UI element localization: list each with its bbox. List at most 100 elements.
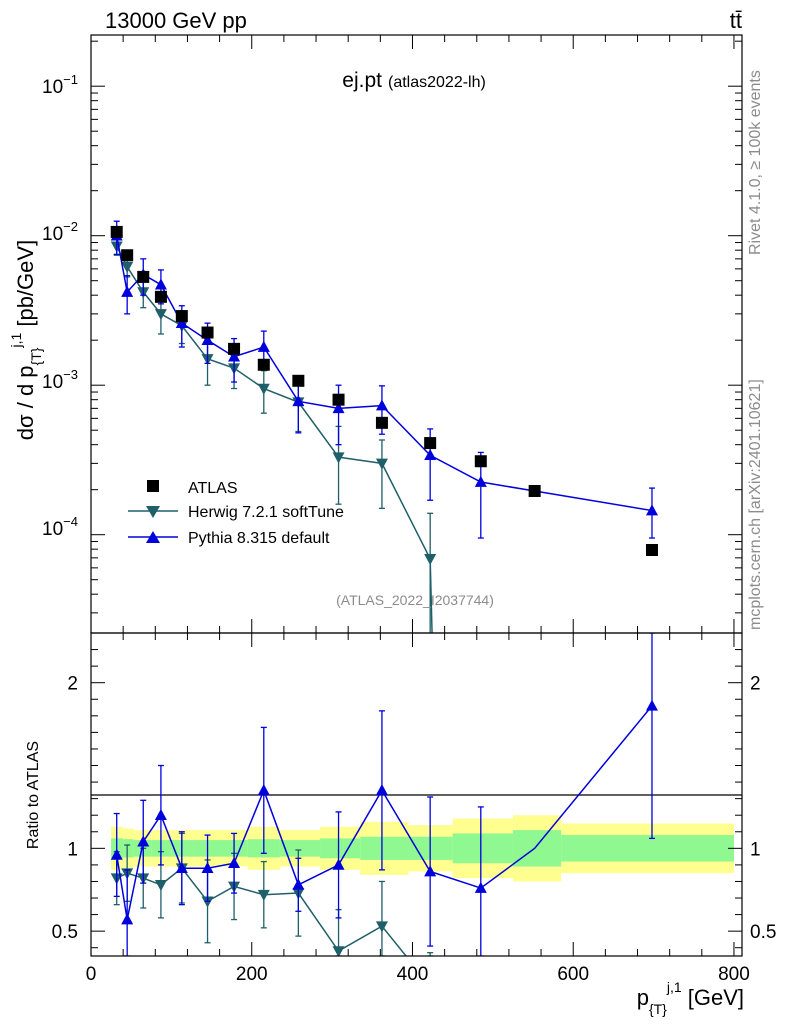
ratio-tick-label-left: 0.5: [52, 922, 78, 943]
data-point: [375, 416, 388, 429]
ratio-point: [154, 879, 167, 892]
analysis-id: (ATLAS_2022_I2037744): [336, 592, 494, 608]
ratio-point: [201, 861, 214, 874]
y-tick-label-1e-1: 10−1: [42, 72, 78, 98]
data-point: [424, 553, 437, 566]
ratio-clipped-group: [110, 633, 658, 956]
data-point: [228, 350, 241, 362]
ratio-point: [375, 921, 388, 933]
legend-label-herwig: Herwig 7.2.1 softTune: [188, 504, 344, 521]
data-point: [228, 342, 241, 355]
data-point: [645, 543, 658, 556]
ratio-point: [121, 913, 134, 925]
data-point: [645, 504, 658, 516]
energy-label: 13000 GeV pp: [105, 8, 247, 33]
x-axis-label: p{T}j,1 [GeV]: [637, 979, 744, 1017]
chart-subtitle: (atlas2022-lh): [388, 74, 486, 91]
data-point: [424, 448, 437, 461]
main-series-layer: [110, 220, 658, 633]
data-point: [154, 290, 167, 303]
x-tick-label: 600: [557, 964, 589, 985]
series-herwig: [110, 237, 437, 633]
legend-marker-pythia: [146, 531, 160, 543]
source-label: mcplots.cern.ch [arXiv:2401.10621]: [747, 379, 764, 630]
svg-text:10−4: 10−4: [42, 514, 78, 540]
legend-label-atlas: ATLAS: [188, 480, 238, 497]
ratio-band-inner: [561, 835, 734, 862]
ratio-band-inner: [123, 839, 134, 858]
ratio-y-axis-label: Ratio to ATLAS: [25, 741, 42, 849]
legend: ATLAS Herwig 7.2.1 softTune Pythia 8.315…: [128, 480, 344, 547]
ratio-tick-label-left: 1: [67, 839, 78, 860]
svg-text:p{T}j,1 [GeV]: p{T}j,1 [GeV]: [637, 979, 744, 1017]
ratio-tick-label-right: 1: [750, 839, 761, 860]
data-point: [424, 437, 437, 450]
x-tick-label: 200: [236, 964, 268, 985]
ratio-point: [257, 889, 270, 902]
data-point: [257, 383, 270, 395]
ratio-point: [645, 699, 658, 711]
x-tick-label: 800: [718, 964, 750, 985]
data-point: [332, 402, 345, 414]
ratio-band-inner: [222, 840, 248, 857]
ratio-point: [228, 856, 241, 869]
data-point: [257, 340, 270, 352]
ratio-tick-labels: 0.5 0.5 1 1 2 2: [52, 674, 777, 943]
data-point: [292, 395, 305, 407]
ratio-point: [137, 835, 150, 847]
legend-marker-herwig: [146, 506, 160, 518]
rivet-version-label: Rivet 4.1.0, ≥ 100k events: [747, 70, 764, 255]
ratio-band-inner: [320, 838, 361, 859]
ratio-series-layer: [110, 633, 658, 956]
data-point: [201, 326, 214, 339]
data-point: [257, 358, 270, 371]
ratio-point: [375, 784, 388, 796]
data-point: [292, 374, 305, 387]
chart-title: ej.pt: [342, 69, 382, 92]
data-point: [121, 285, 134, 297]
svg-text:dσ / d p{T}j,1 [pb/GeV]: dσ / d p{T}j,1 [pb/GeV]: [8, 240, 44, 440]
ratio-point: [332, 858, 345, 870]
ratio-point: [474, 881, 487, 893]
ratio-band-inner: [279, 840, 321, 857]
y-tick-label-1e-3: 10−3: [42, 367, 78, 393]
ratio-point: [154, 808, 167, 821]
data-point: [175, 316, 188, 328]
data-point: [474, 455, 487, 468]
ratio-panel: Ratio to ATLAS 0.5 0.51 12 2 0 200 400 600 800 …: [25, 632, 777, 1017]
data-point: [375, 458, 388, 470]
x-tick-labels: 0 200 400 600 800: [86, 964, 750, 985]
process-label: tt̄: [730, 8, 742, 33]
main-clipped-group: [110, 220, 658, 633]
svg-text:10−3: 10−3: [42, 367, 78, 393]
ratio-point: [424, 865, 437, 877]
y-tick-label-1e-2: 10−2: [42, 219, 78, 245]
data-point: [154, 278, 167, 290]
x-tick-label: 400: [397, 964, 429, 985]
ratio-axis-ticks: [90, 633, 742, 956]
ratio-band-inner: [452, 833, 513, 864]
legend-label-pythia: Pythia 8.315 default: [188, 530, 330, 547]
svg-text:10−1: 10−1: [42, 72, 78, 98]
ratio-point: [292, 878, 305, 890]
ratio-point: [332, 946, 345, 956]
data-point: [201, 333, 214, 345]
main-panel: ej.pt (atlas2022-lh) (ATLAS_2022_I203774…: [8, 34, 743, 634]
ratio-tick-label-left: 2: [67, 674, 78, 695]
ratio-point: [257, 784, 270, 796]
ratio-band-inner: [360, 836, 409, 860]
ratio-band-inner: [512, 830, 562, 867]
data-point: [332, 393, 345, 406]
y-tick-label-1e-4: 10−4: [42, 514, 78, 540]
x-tick-label: 0: [86, 964, 97, 985]
data-point: [175, 310, 188, 323]
data-point: [137, 270, 150, 283]
data-point: [121, 261, 134, 274]
data-point: [528, 484, 541, 497]
svg-text:10−2: 10−2: [42, 219, 78, 245]
ratio-point: [201, 896, 214, 908]
data-point: [474, 475, 487, 487]
legend-marker-atlas: [147, 480, 159, 492]
data-point: [121, 249, 134, 262]
